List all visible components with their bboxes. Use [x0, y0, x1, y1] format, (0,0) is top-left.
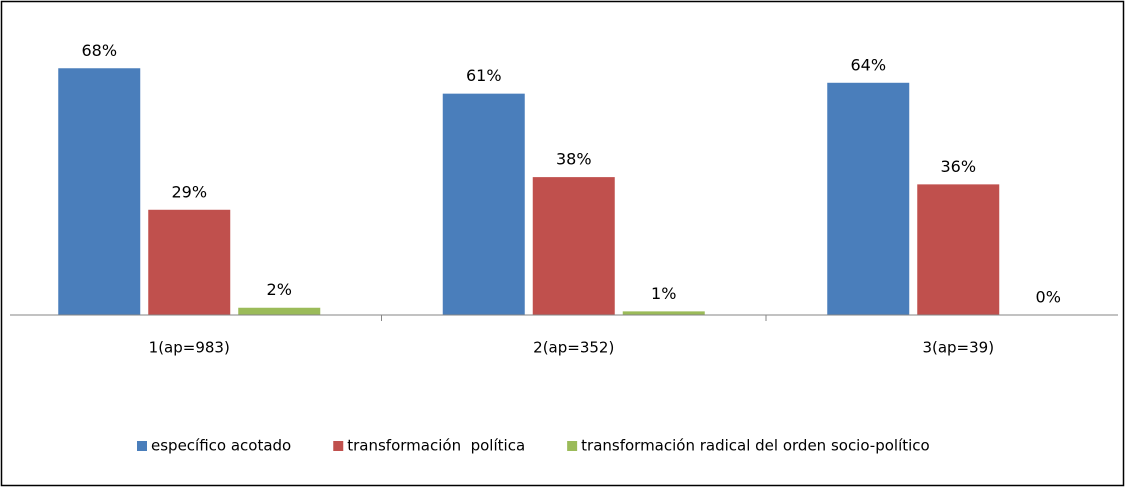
legend-label: específico acotado — [151, 437, 291, 455]
bar — [917, 184, 1000, 315]
value-label: 1% — [651, 284, 676, 303]
value-label: 29% — [171, 182, 207, 201]
x-tick-label: 1(ap=983) — [149, 339, 230, 357]
value-label: 2% — [267, 280, 292, 299]
bar — [622, 311, 705, 315]
value-label: 64% — [850, 55, 886, 74]
value-label: 38% — [556, 150, 592, 169]
bar — [238, 307, 321, 315]
legend-swatch — [137, 441, 147, 451]
legend-swatch — [333, 441, 344, 451]
legend-label: transformación política — [347, 437, 525, 455]
value-label: 0% — [1036, 288, 1061, 307]
value-label: 61% — [466, 66, 502, 85]
legend-label: transformación radical del orden socio-p… — [581, 437, 930, 455]
bar — [442, 93, 525, 316]
bar — [148, 209, 231, 315]
value-label: 36% — [940, 157, 976, 176]
x-tick-label: 3(ap=39) — [922, 339, 994, 357]
bar — [827, 82, 910, 316]
bar — [532, 177, 615, 315]
value-label: 68% — [81, 41, 117, 60]
x-tick-label: 2(ap=352) — [533, 339, 614, 357]
legend-swatch — [567, 441, 578, 451]
bar — [58, 68, 141, 315]
